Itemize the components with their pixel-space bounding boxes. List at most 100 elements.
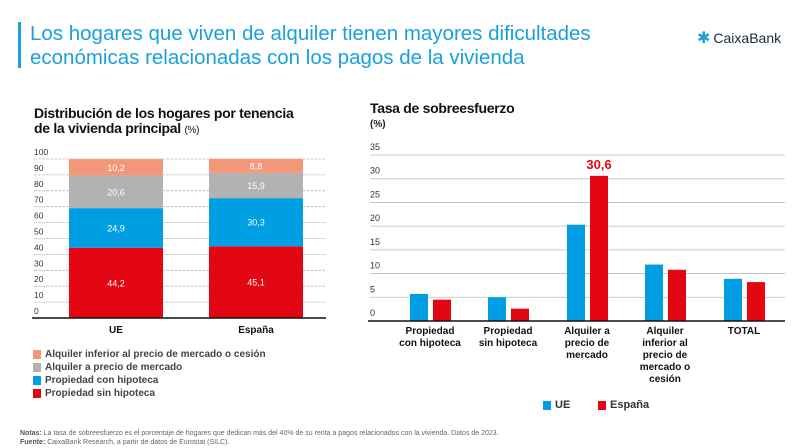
y-tick-label: 10 [34, 290, 44, 300]
y-tick-label: 35 [370, 142, 380, 152]
x-tick-line: inferior al [642, 338, 688, 349]
notes-label: Notas: [20, 430, 42, 437]
bar-ue [488, 297, 506, 321]
y-tick-label: 20 [34, 274, 44, 284]
x-tick-line: precio de [564, 338, 610, 349]
data-label: 44,2 [107, 278, 125, 288]
star-icon: ✱ [697, 30, 711, 47]
bar-ue [410, 293, 428, 321]
y-tick-label: 80 [34, 179, 44, 189]
x-tick-label: Alquiler a precio de mercado [547, 326, 627, 362]
legend-item: Alquiler a precio de mercado [33, 361, 266, 374]
y-tick-label: 90 [34, 163, 44, 173]
logo-text: CaixaBank [713, 30, 782, 46]
y-tick-label: 0 [34, 306, 39, 316]
bar-segment [69, 247, 163, 318]
legend-swatch [33, 350, 41, 359]
bar-españa [668, 269, 686, 321]
source-label: Fuente: [20, 439, 46, 446]
x-tick-line: TOTAL [727, 326, 761, 337]
source-text: CaixaBank Research, a partir de datos de… [45, 439, 230, 446]
y-tick-label: 100 [34, 147, 48, 157]
y-tick-label: 40 [34, 242, 44, 252]
x-tick-line: con hipoteca [399, 338, 461, 349]
legend-item: Alquiler inferior al precio de mercado o… [33, 348, 266, 361]
y-tick-label: 30 [370, 166, 380, 176]
legend-label-espana: España [610, 399, 650, 411]
x-tick-label: Propiedad con hipoteca [390, 326, 470, 350]
x-tick-line: Propiedad [483, 326, 533, 337]
legend-swatch [33, 363, 41, 372]
legend-item: Propiedad sin hipoteca [33, 387, 266, 400]
page-title: Los hogares que viven de alquiler tienen… [30, 22, 591, 69]
footnotes: Notas: La tasa de sobreesfuerzo es el po… [20, 429, 499, 447]
right-chart-title: Tasa de sobreesfuerzo [370, 100, 515, 116]
bar-segment [69, 175, 163, 209]
bar-ue [724, 278, 742, 321]
x-tick-line: Propiedad [405, 326, 455, 337]
y-tick-label: 10 [370, 261, 380, 271]
x-tick-line: cesión [649, 374, 681, 385]
legend-item: Propiedad con hipoteca [33, 374, 266, 387]
x-tick-line: precio de [642, 350, 688, 361]
bar-españa [590, 175, 608, 321]
bar-segment [69, 159, 163, 176]
bar-españa [433, 299, 451, 321]
x-tick-label: UE [109, 325, 123, 336]
x-tick-line: mercado [566, 350, 608, 361]
x-tick-line: Alquiler [646, 326, 684, 337]
bar-segment [209, 158, 303, 173]
y-tick-label: 30 [34, 258, 44, 268]
left-chart-title: Distribución de los hogares por tenencia… [34, 106, 304, 138]
left-legend: Alquiler inferior al precio de mercado o… [33, 348, 266, 400]
legend-label: Propiedad con hipoteca [45, 375, 159, 386]
title-accent-bar [18, 22, 21, 68]
data-label: 15,9 [247, 181, 265, 191]
legend-label: Alquiler a precio de mercado [45, 362, 183, 373]
x-tick-label: Alquiler inferior al precio de mercado o ces… [625, 326, 705, 386]
y-tick-label: 25 [370, 189, 380, 199]
legend-ue: UE [543, 399, 570, 411]
legend-swatch [33, 376, 41, 385]
source-line: Fuente: CaixaBank Research, a partir de … [20, 438, 499, 447]
legend-label-ue: UE [555, 399, 571, 411]
legend-label: Alquiler inferior al precio de mercado o… [45, 349, 266, 360]
data-label: 24,9 [107, 223, 125, 233]
bar-españa [747, 282, 765, 321]
data-label: 45,1 [247, 278, 265, 288]
data-label: 10,2 [107, 163, 125, 173]
bar-segment [69, 208, 163, 248]
left-chart-title-text: Distribución de los hogares por tenencia… [34, 105, 294, 136]
data-label: 8,8 [250, 161, 263, 171]
y-tick-label: 60 [34, 211, 44, 221]
bar-segment [209, 172, 303, 199]
y-tick-label: 20 [370, 213, 380, 223]
right-chart-ylabel: (%) [370, 119, 386, 130]
y-tick-label: 15 [370, 237, 380, 247]
x-tick-label: TOTAL [704, 326, 784, 338]
legend-swatch [33, 389, 41, 398]
left-chart-unit: (%) [184, 125, 200, 136]
x-tick-line: sin hipoteca [478, 338, 538, 349]
data-label: 30,3 [247, 218, 265, 228]
bar-ue [567, 224, 585, 321]
legend-label: Propiedad sin hipoteca [45, 388, 156, 399]
legend-espana: España [598, 399, 649, 411]
notes-text: La tasa de sobreesfuerzo es el porcentaj… [41, 430, 499, 437]
caixabank-logo: ✱ CaixaBank [697, 28, 781, 48]
y-tick-label: 0 [370, 308, 375, 318]
x-tick-label: España [238, 325, 274, 336]
y-tick-label: 70 [34, 195, 44, 205]
x-tick-label: Propiedad sin hipoteca [468, 326, 548, 350]
y-tick-label: 5 [370, 284, 375, 294]
annotation-label: 30,6 [586, 157, 611, 172]
legend-swatch-ue [543, 400, 551, 410]
data-label: 20,6 [107, 187, 125, 197]
bar-segment [209, 246, 303, 318]
y-tick-label: 50 [34, 227, 44, 237]
x-tick-line: mercado o [639, 362, 691, 373]
bar-ue [645, 264, 663, 321]
bar-segment [209, 198, 303, 247]
x-tick-line: Alquiler a [564, 326, 610, 337]
